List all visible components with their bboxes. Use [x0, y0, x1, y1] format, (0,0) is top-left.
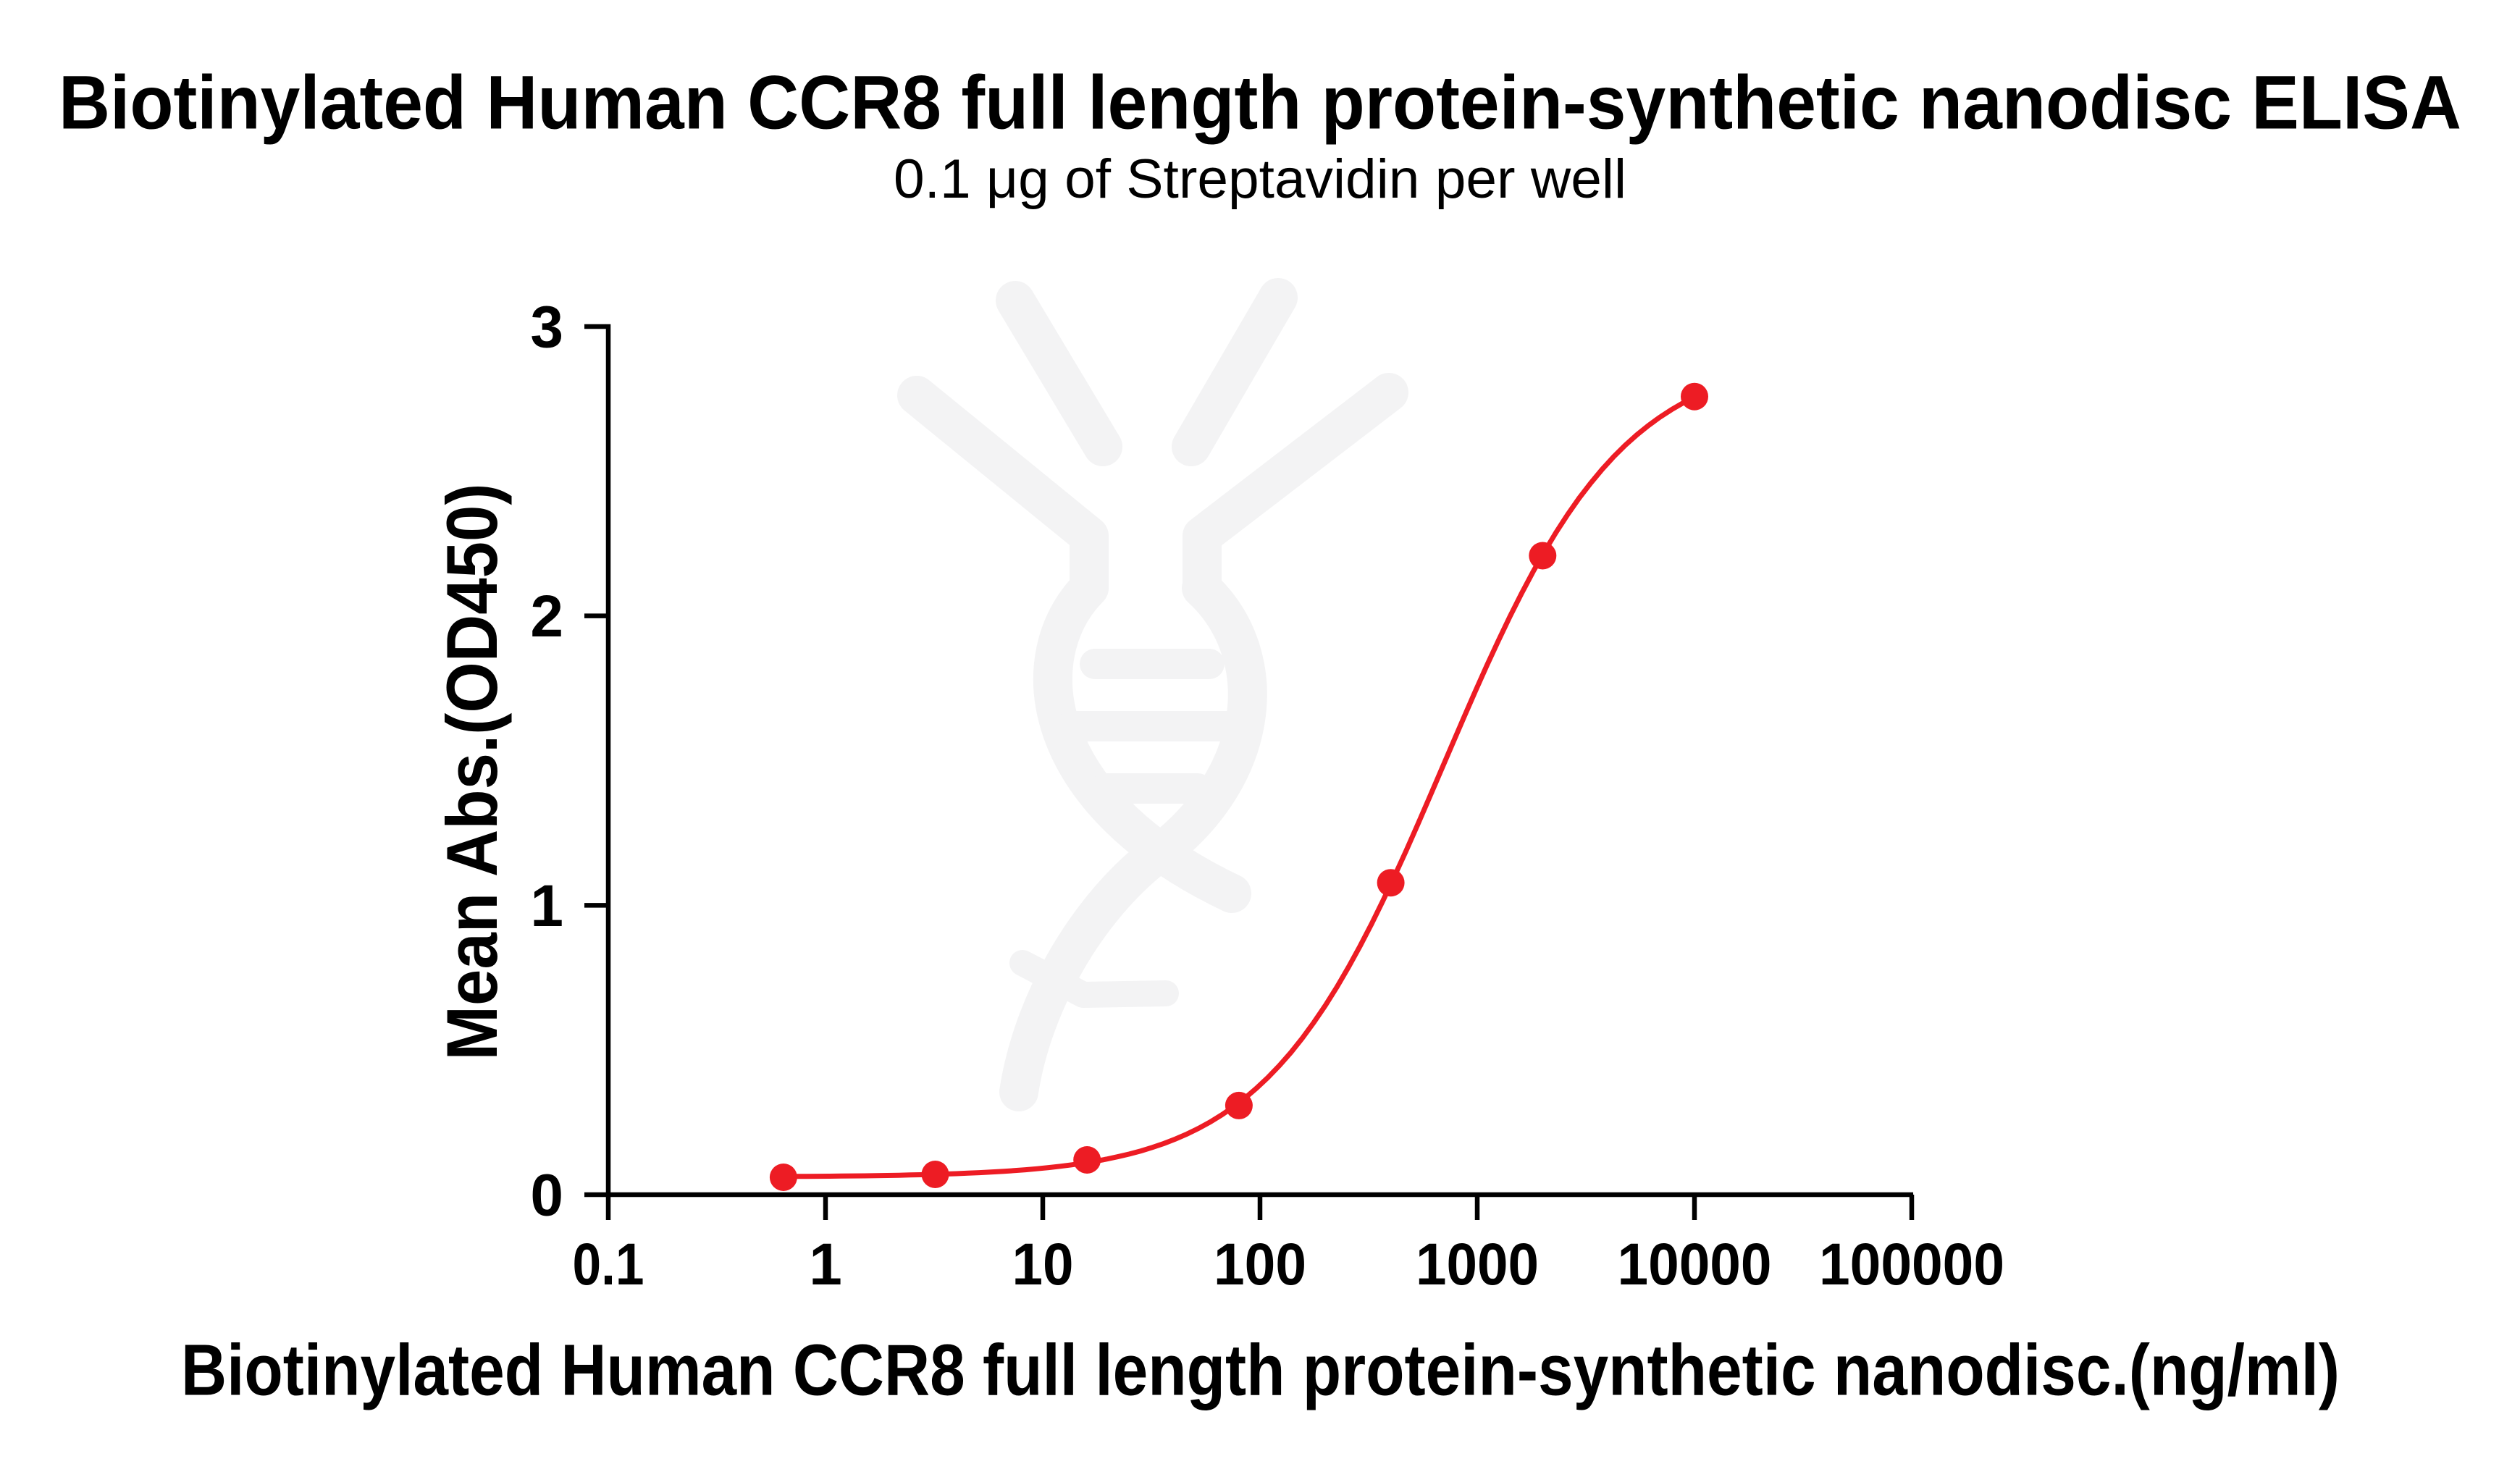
- svg-text:0: 0: [530, 1163, 563, 1229]
- svg-text:10: 10: [1012, 1232, 1074, 1297]
- svg-text:1000: 1000: [1416, 1232, 1539, 1297]
- svg-text:10000: 10000: [1618, 1232, 1772, 1297]
- svg-text:0.1 μg of Streptavidin per wel: 0.1 μg of Streptavidin per well: [894, 148, 1626, 210]
- svg-text:0.1: 0.1: [573, 1232, 644, 1297]
- svg-text:2: 2: [530, 584, 563, 649]
- svg-text:3: 3: [530, 295, 563, 361]
- svg-text:Biotinylated Human CCR8 full l: Biotinylated Human CCR8 full length prot…: [181, 1330, 2340, 1411]
- svg-text:100000: 100000: [1819, 1232, 2004, 1297]
- svg-text:1: 1: [809, 1232, 842, 1297]
- svg-text:Mean Abs.(OD450): Mean Abs.(OD450): [432, 484, 512, 1061]
- svg-text:1: 1: [530, 873, 563, 939]
- svg-text:Biotinylated Human CCR8 full l: Biotinylated Human CCR8 full length prot…: [59, 61, 2461, 146]
- svg-text:100: 100: [1214, 1232, 1306, 1297]
